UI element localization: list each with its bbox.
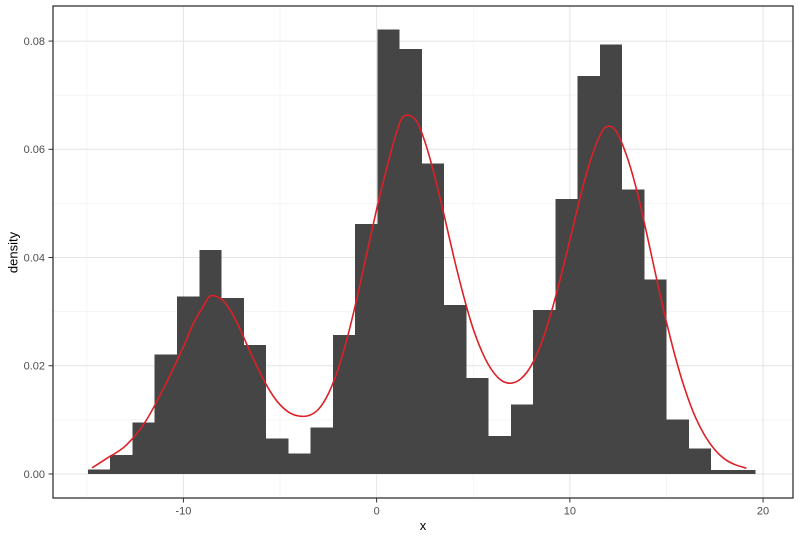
histogram-bar: [555, 199, 578, 474]
histogram-bar: [266, 438, 289, 474]
histogram-bar: [666, 419, 689, 474]
panel-border: [52, 5, 794, 499]
x-tick-label: 0: [374, 506, 380, 518]
histogram-bar: [466, 378, 489, 474]
histogram-bar: [154, 354, 178, 474]
x-axis-title: x: [419, 518, 427, 533]
histogram-bar: [288, 453, 311, 474]
histogram-bar: [199, 249, 222, 474]
histogram-bar: [177, 296, 200, 474]
x-tick-label: 20: [757, 506, 769, 518]
histogram-bar: [421, 163, 445, 474]
y-tick-label: 0.06: [24, 144, 45, 156]
histogram-bar: [221, 298, 244, 474]
histogram-bar: [577, 76, 600, 474]
y-tick-label: 0.02: [24, 361, 45, 373]
histogram-bar: [399, 49, 422, 474]
histogram-bar: [688, 448, 712, 474]
histogram-bar: [132, 422, 155, 474]
histogram-bar: [310, 427, 333, 474]
y-tick-label: 0.08: [24, 36, 45, 48]
histogram-bar: [510, 404, 534, 474]
y-tick-label: 0.00: [24, 469, 45, 481]
histogram-bar: [488, 436, 511, 474]
histogram-bar: [355, 223, 378, 474]
x-tick-label: 10: [564, 506, 576, 518]
histogram-bar: [599, 44, 623, 474]
histogram-bar: [444, 305, 467, 474]
density-curve: [91, 114, 747, 469]
histogram-bar: [243, 345, 267, 474]
histogram-bar: [644, 279, 667, 474]
histogram-bar: [711, 470, 734, 474]
histogram-bar: [377, 29, 400, 474]
y-tick-label: 0.04: [24, 252, 45, 264]
histogram-bar: [332, 334, 356, 474]
y-axis-title: density: [5, 231, 21, 274]
x-tick-label: -10: [175, 506, 191, 518]
histogram-bar: [110, 455, 133, 474]
histogram-bar: [733, 470, 756, 474]
histogram-bar: [87, 469, 111, 474]
histogram-bar: [622, 189, 645, 474]
